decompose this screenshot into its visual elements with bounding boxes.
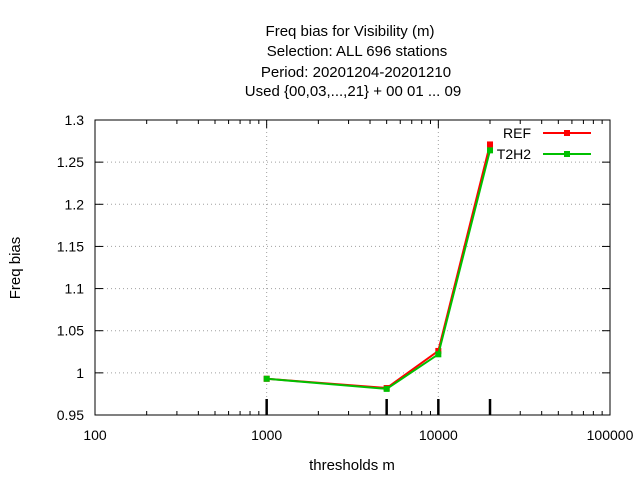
data-point: [487, 147, 494, 154]
title-line-1: Freq bias for Visibility (m): [266, 23, 435, 40]
y-tick-label: 1.25: [57, 154, 84, 170]
threshold-markers: [265, 399, 492, 415]
grid-lines: [95, 120, 610, 415]
plot-frame: [94, 119, 611, 416]
y-tick-label: 1.05: [57, 323, 84, 339]
legend: REF T2H2: [497, 125, 591, 162]
x-tick-label: 10000: [419, 427, 458, 443]
y-tick-label: 1.2: [65, 196, 85, 212]
chart-title: Freq bias for Visibility (m) Selection: …: [245, 23, 461, 100]
x-tick-label: 100000: [587, 427, 634, 443]
data-point: [435, 351, 442, 358]
x-tick-label: 1000: [251, 427, 282, 443]
legend-marker: [564, 130, 570, 136]
data-point: [487, 141, 494, 148]
legend-marker: [564, 151, 570, 157]
y-tick-label: 1.1: [65, 281, 85, 297]
y-axis-label: Freq bias: [7, 237, 24, 300]
legend-label: T2H2: [497, 146, 531, 162]
series-line-ref: [266, 144, 491, 390]
data-point: [383, 385, 390, 392]
x-tick-label: 100: [83, 427, 107, 443]
title-line-4: Used {00,03,...,21} + 00 01 ... 09: [245, 83, 461, 100]
series-line-t2h2: [266, 150, 491, 390]
y-tick-label: 0.95: [57, 407, 84, 423]
y-tick-label: 1.3: [65, 112, 85, 128]
axis-ticks: 0.95 1 1.05 1.1 1.15 1.2 1.25 1.3 100 1000 10000 10…: [57, 112, 634, 443]
y-tick-label: 1.15: [57, 238, 84, 254]
legend-label: REF: [503, 125, 531, 141]
title-line-2: Selection: ALL 696 stations: [267, 43, 447, 60]
x-axis-label: thresholds m: [309, 457, 395, 474]
y-tick-label: 1: [76, 365, 84, 381]
title-line-3: Period: 20201204-20201210: [261, 64, 451, 81]
data-point: [263, 375, 270, 382]
data-series: [263, 141, 494, 392]
